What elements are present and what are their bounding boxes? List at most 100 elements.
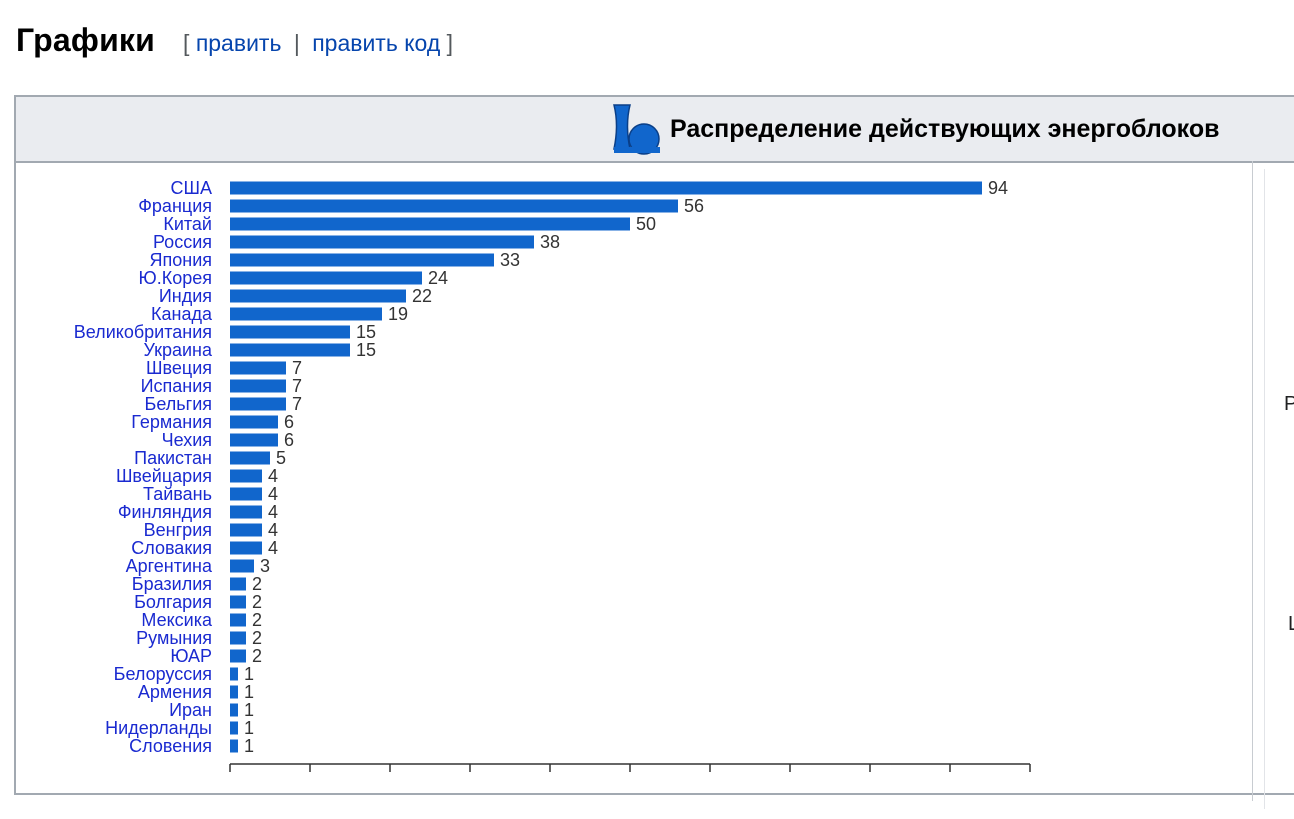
data-label: 1 xyxy=(244,718,254,738)
bar-18 xyxy=(230,505,262,519)
data-label: 6 xyxy=(284,430,294,450)
bar-27 xyxy=(230,667,238,681)
box-title: Распределение действующих энергоблоков xyxy=(670,114,1220,143)
category-label: Финляндия xyxy=(118,502,212,522)
bar-13 xyxy=(230,415,278,429)
data-label: 2 xyxy=(252,610,262,630)
bar-24 xyxy=(230,613,246,627)
data-label: 5 xyxy=(276,448,286,468)
bar-23 xyxy=(230,595,246,609)
bar-17 xyxy=(230,487,262,501)
bar-8 xyxy=(230,325,350,339)
bar-14 xyxy=(230,433,278,447)
bar-31 xyxy=(230,739,238,753)
category-label: Россия xyxy=(153,232,212,252)
bar-21 xyxy=(230,559,254,573)
category-label: Франция xyxy=(138,196,212,216)
data-label: 2 xyxy=(252,646,262,666)
category-label: Иран xyxy=(169,700,212,720)
bar-10 xyxy=(230,361,286,375)
data-label: 7 xyxy=(292,376,302,396)
section-heading: Графики xyxy=(16,21,156,58)
bar-1 xyxy=(230,199,678,213)
data-label: 24 xyxy=(428,268,448,288)
edit-bracket-open: [ xyxy=(183,29,190,56)
box-header: Распределение действующих энергоблоков xyxy=(16,97,1294,163)
right-column-text-1: Р xyxy=(1284,393,1294,415)
category-label: США xyxy=(170,179,212,198)
reactor-bar-chart: США 94 Франция 56 Китай 50 Россия 38 Япония 33 Ю.К… xyxy=(36,179,1074,819)
bar-25 xyxy=(230,631,246,645)
category-label: Великобритания xyxy=(74,322,212,342)
data-label: 6 xyxy=(284,412,294,432)
bar-30 xyxy=(230,721,238,735)
category-label: Словакия xyxy=(131,538,212,558)
data-label: 94 xyxy=(988,179,1008,198)
data-label: 1 xyxy=(244,664,254,684)
category-label: Армения xyxy=(138,682,212,702)
data-label: 3 xyxy=(260,556,270,576)
bar-26 xyxy=(230,649,246,663)
data-label: 4 xyxy=(268,538,278,558)
bar-11 xyxy=(230,379,286,393)
category-label: Швеция xyxy=(146,358,212,378)
bar-22 xyxy=(230,577,246,591)
right-column-text-2: Ц xyxy=(1288,613,1294,636)
category-label: Китай xyxy=(163,214,212,234)
edit-section-links: [ править | править код ] xyxy=(183,30,453,57)
bar-19 xyxy=(230,523,262,537)
column-divider xyxy=(1252,161,1253,801)
bar-2 xyxy=(230,217,630,231)
category-label: Румыния xyxy=(136,628,212,648)
edit-code-link[interactable]: править код xyxy=(312,29,441,56)
bar-15 xyxy=(230,451,270,465)
category-label: Словения xyxy=(129,736,212,756)
data-label: 1 xyxy=(244,700,254,720)
data-label: 1 xyxy=(244,736,254,756)
category-label: Мексика xyxy=(141,610,213,630)
category-label: Белоруссия xyxy=(114,664,212,684)
category-label: Германия xyxy=(131,412,212,432)
box-header-content: Распределение действующих энергоблоков xyxy=(610,103,1219,155)
data-label: 38 xyxy=(540,232,560,252)
category-label: Ю.Корея xyxy=(139,268,212,288)
data-label: 7 xyxy=(292,394,302,414)
category-label: Аргентина xyxy=(126,556,213,576)
data-label: 2 xyxy=(252,592,262,612)
reactor-cooling-tower-icon xyxy=(613,104,660,155)
category-label: Япония xyxy=(150,250,213,270)
data-label: 2 xyxy=(252,574,262,594)
bar-29 xyxy=(230,703,238,717)
category-label: Тайвань xyxy=(143,484,212,504)
data-label: 4 xyxy=(268,520,278,540)
data-label: 19 xyxy=(388,304,408,324)
section-heading-row: Графики [ править | править код ] xyxy=(16,18,453,62)
category-label: Индия xyxy=(159,286,212,306)
category-label: Нидерланды xyxy=(105,718,212,738)
data-label: 7 xyxy=(292,358,302,378)
bar-5 xyxy=(230,271,422,285)
category-label: Бельгия xyxy=(145,394,212,414)
bar-0 xyxy=(230,181,982,195)
category-label: Канада xyxy=(151,304,213,324)
data-label: 1 xyxy=(244,682,254,702)
edit-separator: | xyxy=(293,29,300,56)
data-label: 50 xyxy=(636,214,656,234)
data-label: 15 xyxy=(356,340,376,360)
bar-12 xyxy=(230,397,286,411)
bar-20 xyxy=(230,541,262,555)
bar-6 xyxy=(230,289,406,303)
bar-16 xyxy=(230,469,262,483)
category-label: Украина xyxy=(143,340,213,360)
category-label: ЮАР xyxy=(170,646,212,666)
edit-link[interactable]: править xyxy=(195,29,282,56)
data-label: 4 xyxy=(268,466,278,486)
category-label: Болгария xyxy=(134,592,212,612)
bar-4 xyxy=(230,253,494,267)
data-label: 15 xyxy=(356,322,376,342)
data-label: 4 xyxy=(268,484,278,504)
data-label: 22 xyxy=(412,286,432,306)
category-label: Венгрия xyxy=(144,520,212,540)
category-label: Швейцария xyxy=(116,466,212,486)
category-label: Испания xyxy=(141,376,212,396)
